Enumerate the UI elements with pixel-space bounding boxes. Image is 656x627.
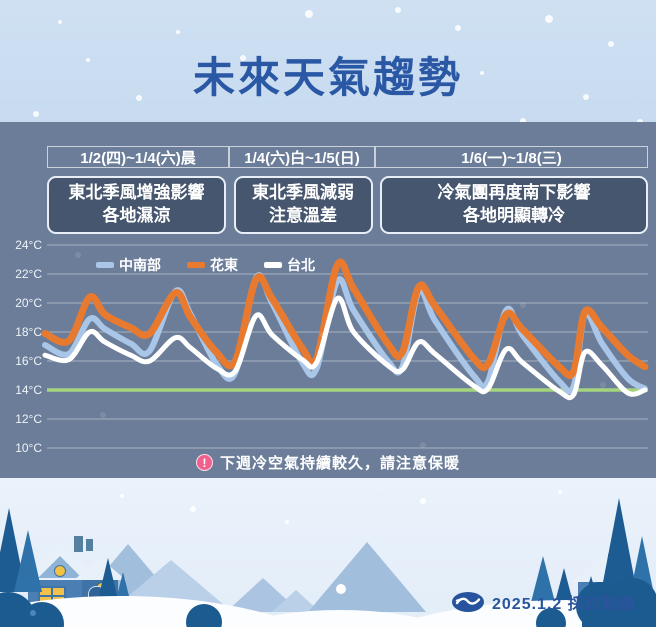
y-tick-22: 22°C	[15, 267, 42, 281]
snowflake	[480, 71, 484, 75]
snowflake	[395, 7, 401, 13]
summary-box-period-2: 東北季風減弱 注意溫差	[233, 176, 373, 234]
legend-item-taipei: 台北	[264, 255, 315, 275]
legend-item-hualien-taitung: 花東	[187, 255, 238, 275]
y-axis-labels: 24°C 22°C 20°C 18°C 16°C 14°C 12°C 10°C	[4, 122, 42, 478]
snowflake	[558, 490, 562, 494]
summary-2-line-2: 注意溫差	[269, 206, 337, 225]
summary-2-line-1: 東北季風減弱	[252, 183, 354, 203]
page-title: 未來天氣趨勢	[192, 54, 463, 101]
pine-tree-icon	[530, 556, 556, 606]
exclamation-circle-icon: !	[195, 454, 213, 471]
taipei-swatch-icon	[264, 262, 282, 268]
credit-line: 2025.1.2 採訪製圖	[452, 590, 636, 614]
date-range-period-2: 1/4(六)白~1/5(日)	[228, 147, 376, 167]
snowflake	[176, 30, 180, 34]
y-tick-16: 16°C	[15, 354, 42, 368]
snowflake	[86, 58, 90, 62]
summary-box-period-3: 冷氣團再度南下影響 各地明顯轉冷	[380, 176, 648, 234]
y-tick-24: 24°C	[15, 238, 42, 252]
bush-dot	[30, 610, 36, 616]
y-tick-18: 18°C	[15, 325, 42, 339]
date-range-period-1: 1/2(四)~1/4(六)晨	[80, 149, 196, 167]
bush	[536, 608, 566, 627]
summary-1-line-1: 東北季風增強影響	[68, 183, 205, 203]
date-header-row: 1/2(四)~1/4(六)晨 1/4(六)白~1/5(日) 1/6(一)~1/8…	[47, 146, 648, 168]
summary-3-line-2: 各地明顯轉冷	[463, 206, 565, 225]
series-line-hualien-taitung	[41, 258, 649, 380]
summary-box-period-1: 東北季風增強影響 各地濕涼	[47, 176, 226, 234]
snowflake	[545, 15, 553, 23]
snowflake	[520, 302, 526, 308]
snowball	[336, 584, 346, 594]
winter-scene: 2025.1.2 採訪製圖	[0, 478, 656, 627]
bush	[582, 606, 656, 627]
snowflake	[320, 332, 326, 338]
snowflake	[136, 95, 142, 101]
legend-item-central-south: 中南部	[96, 255, 161, 275]
snowflake	[608, 41, 614, 47]
y-tick-10: 10°C	[15, 441, 42, 455]
series-line-taipei	[42, 295, 648, 401]
y-tick-12: 12°C	[15, 412, 42, 426]
snowflake	[240, 55, 246, 61]
bush	[186, 604, 222, 627]
snowflake	[190, 506, 196, 512]
summary-1-line-2: 各地濕涼	[102, 206, 171, 225]
round-window	[54, 565, 66, 577]
y-tick-14: 14°C	[15, 383, 42, 397]
legend-label-hualien-taitung: 花東	[210, 257, 238, 273]
summary-3-line-1: 冷氣團再度南下影響	[437, 183, 591, 203]
mountain	[308, 542, 426, 612]
forecast-panel: 1/2(四)~1/4(六)晨 1/4(六)白~1/5(日) 1/6(一)~1/8…	[0, 122, 656, 478]
credit-text: 2025.1.2 採訪製圖	[492, 596, 636, 613]
temperature-line-chart	[41, 244, 649, 449]
snowflake	[100, 412, 106, 418]
snowflake	[583, 94, 589, 100]
snowflake	[75, 252, 81, 258]
y-tick-20: 20°C	[15, 296, 42, 310]
snowflake	[520, 118, 526, 124]
snowflake	[455, 25, 461, 31]
date-range-period-3: 1/6(一)~1/8(三)	[461, 149, 562, 167]
snowflake	[420, 498, 426, 504]
warning-text: 下週冷空氣持續較久，請注意保暖	[219, 455, 460, 472]
warning-note: ! 下週冷空氣持續較久，請注意保暖	[0, 452, 656, 473]
snowflake	[285, 520, 289, 524]
legend-label-central-south: 中南部	[119, 257, 161, 273]
snowflake	[305, 10, 313, 18]
publisher-logo-icon	[452, 592, 484, 612]
snowflake	[120, 494, 124, 498]
central-south-swatch-icon	[96, 262, 114, 268]
hualien-taitung-swatch-icon	[187, 262, 205, 268]
snow-ground	[0, 618, 656, 627]
pine-tree-icon	[14, 530, 42, 592]
legend-label-taipei: 台北	[287, 257, 315, 273]
snowflake	[600, 382, 606, 388]
chart-legend: 中南部 花東 台北	[96, 255, 315, 275]
snowflake	[58, 20, 62, 24]
snowflake	[33, 111, 39, 117]
series-line-central-south	[42, 272, 648, 395]
snowflake	[420, 442, 426, 448]
pine-tree-icon	[554, 568, 574, 606]
summary-row: 東北季風增強影響 各地濕涼 東北季風減弱 注意溫差 冷氣團再度南下影響 各地明顯…	[47, 176, 648, 234]
